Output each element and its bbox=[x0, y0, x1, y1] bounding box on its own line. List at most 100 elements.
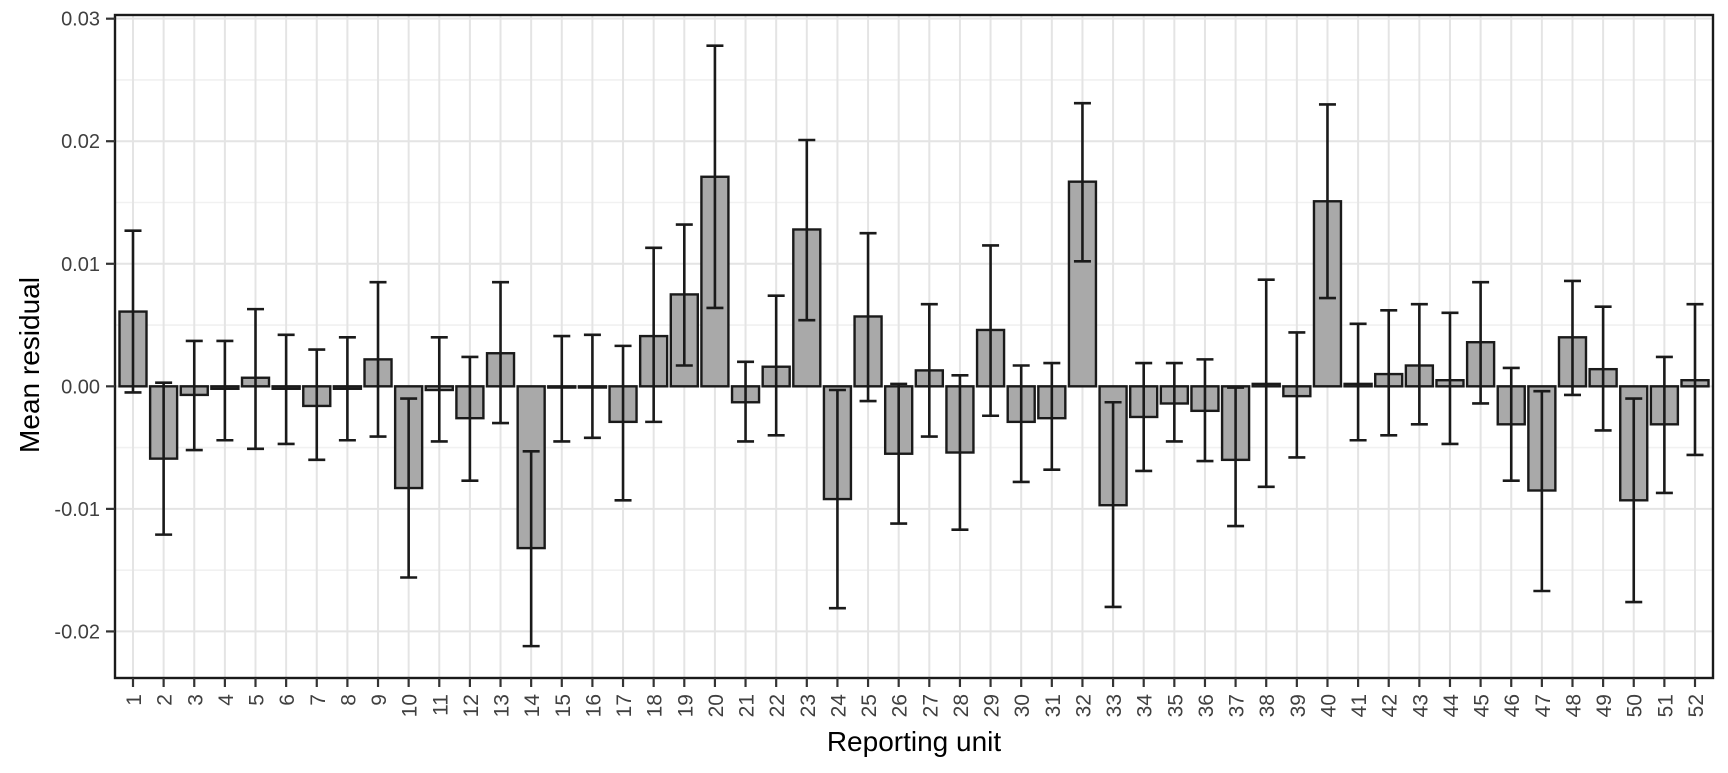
x-tick-label: 11 bbox=[429, 694, 452, 716]
error-bar bbox=[492, 280, 510, 425]
x-tick-label: 21 bbox=[736, 694, 759, 717]
x-tick-label: 2 bbox=[154, 694, 177, 706]
x-tick-label: 3 bbox=[184, 694, 207, 706]
error-bar bbox=[920, 302, 938, 438]
x-tick-label: 20 bbox=[705, 694, 728, 717]
error-bar bbox=[1472, 280, 1490, 405]
error-bar bbox=[675, 223, 693, 367]
x-tick-label: 36 bbox=[1195, 694, 1218, 717]
error-bar bbox=[1441, 311, 1459, 446]
x-tick-label: 9 bbox=[368, 694, 391, 706]
x-tick-label: 15 bbox=[552, 694, 575, 717]
x-tick-label: 39 bbox=[1287, 694, 1310, 717]
error-bar bbox=[1012, 364, 1030, 484]
error-bar bbox=[982, 244, 1000, 418]
y-axis-title: Mean residual bbox=[14, 277, 45, 453]
x-tick-label: 29 bbox=[981, 694, 1004, 717]
x-axis-ticks: 1 2 3 4 5 6 7 8 9 10 11 12 13 14 15 16 17 18 19 20 21 22 23 24 2… bbox=[123, 678, 1708, 717]
error-bar bbox=[1533, 389, 1551, 593]
error-bar bbox=[1073, 101, 1091, 263]
error-bar bbox=[583, 333, 601, 440]
y-tick-label: 0.00 bbox=[61, 376, 100, 398]
error-bar bbox=[737, 360, 755, 443]
error-bar bbox=[1686, 302, 1704, 457]
error-bar bbox=[951, 373, 969, 532]
x-tick-label: 34 bbox=[1134, 694, 1157, 718]
error-bar bbox=[338, 336, 356, 442]
error-bar bbox=[1625, 397, 1643, 604]
x-tick-label: 38 bbox=[1256, 694, 1279, 717]
x-tick-label: 23 bbox=[797, 694, 820, 717]
x-tick-label: 12 bbox=[460, 694, 483, 717]
error-bar bbox=[553, 334, 571, 443]
x-tick-label: 8 bbox=[337, 694, 360, 706]
x-tick-label: 46 bbox=[1501, 694, 1524, 717]
x-tick-label: 13 bbox=[491, 694, 514, 717]
error-bar bbox=[798, 138, 816, 322]
panel-background bbox=[115, 15, 1713, 678]
x-tick-label: 17 bbox=[613, 694, 636, 717]
x-tick-label: 41 bbox=[1348, 694, 1371, 717]
x-tick-label: 40 bbox=[1317, 694, 1340, 717]
x-tick-label: 18 bbox=[644, 694, 667, 717]
y-tick-label: -0.02 bbox=[54, 621, 100, 643]
x-tick-label: 24 bbox=[827, 694, 850, 718]
error-bar bbox=[1196, 358, 1214, 463]
gridlines-minor bbox=[115, 79, 1713, 571]
error-bar bbox=[1104, 400, 1122, 609]
error-bar bbox=[1043, 361, 1061, 471]
y-tick-label: 0.03 bbox=[61, 9, 100, 31]
error-bar bbox=[614, 344, 632, 502]
x-tick-label: 31 bbox=[1042, 694, 1065, 717]
x-tick-label: 35 bbox=[1164, 694, 1187, 717]
panel-border bbox=[113, 13, 1715, 680]
error-bar bbox=[1410, 302, 1428, 426]
error-bar bbox=[216, 339, 234, 442]
error-bar bbox=[1227, 386, 1245, 528]
error-bar bbox=[706, 44, 724, 310]
x-tick-label: 4 bbox=[215, 694, 238, 706]
x-tick-label: 19 bbox=[674, 694, 697, 717]
error-bar bbox=[828, 388, 846, 610]
error-bar bbox=[430, 336, 448, 443]
error-bar bbox=[890, 382, 908, 525]
error-bar bbox=[1135, 361, 1153, 473]
error-bar bbox=[1502, 366, 1520, 482]
x-tick-label: 22 bbox=[766, 694, 789, 717]
x-tick-label: 43 bbox=[1409, 694, 1432, 717]
x-tick-label: 28 bbox=[950, 694, 973, 717]
error-bars bbox=[124, 44, 1704, 648]
x-tick-label: 30 bbox=[1011, 694, 1034, 717]
x-tick-label: 48 bbox=[1562, 694, 1585, 717]
x-tick-label: 42 bbox=[1379, 694, 1402, 717]
x-tick-label: 10 bbox=[399, 694, 422, 717]
error-bar bbox=[859, 231, 877, 403]
x-tick-label: 37 bbox=[1226, 694, 1249, 717]
y-axis-ticks: 0.03 0.02 0.01 0.00 -0.01 -0.02 bbox=[54, 9, 115, 643]
x-tick-label: 25 bbox=[858, 694, 881, 717]
x-tick-label: 45 bbox=[1471, 694, 1494, 717]
x-tick-label: 26 bbox=[889, 694, 912, 717]
error-bar bbox=[1380, 309, 1398, 437]
error-bar bbox=[1655, 355, 1673, 495]
error-bar bbox=[1318, 103, 1336, 300]
x-tick-label: 5 bbox=[246, 694, 269, 706]
error-bar bbox=[185, 339, 203, 452]
x-tick-label: 33 bbox=[1103, 694, 1126, 717]
error-bar bbox=[1349, 322, 1367, 442]
x-axis-title: Reporting unit bbox=[826, 726, 1002, 757]
x-tick-label: 16 bbox=[582, 694, 605, 717]
x-tick-label: 1 bbox=[123, 694, 146, 706]
x-tick-label: 52 bbox=[1685, 694, 1708, 717]
x-tick-label: 47 bbox=[1532, 694, 1555, 717]
x-tick-label: 6 bbox=[276, 694, 299, 706]
x-tick-label: 50 bbox=[1624, 694, 1647, 717]
error-bar bbox=[1165, 361, 1183, 443]
y-tick-label: 0.02 bbox=[61, 131, 100, 153]
x-tick-label: 32 bbox=[1072, 694, 1095, 717]
error-bar bbox=[124, 229, 142, 394]
error-bar bbox=[522, 449, 540, 648]
error-bar bbox=[461, 355, 479, 482]
